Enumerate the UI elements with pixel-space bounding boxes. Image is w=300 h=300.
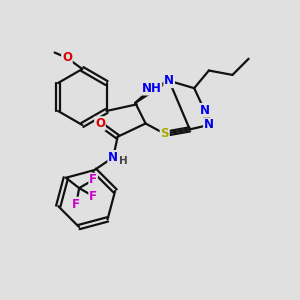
Text: H: H — [119, 156, 128, 166]
Text: F: F — [72, 197, 80, 211]
Text: N: N — [164, 74, 174, 87]
Text: O: O — [62, 51, 72, 64]
Text: NH: NH — [142, 82, 161, 95]
Text: N: N — [200, 104, 209, 117]
Text: N: N — [108, 151, 118, 164]
Text: F: F — [89, 190, 97, 203]
Text: N: N — [204, 118, 214, 131]
Text: O: O — [95, 117, 105, 130]
Text: F: F — [89, 173, 97, 187]
Text: S: S — [160, 127, 169, 140]
